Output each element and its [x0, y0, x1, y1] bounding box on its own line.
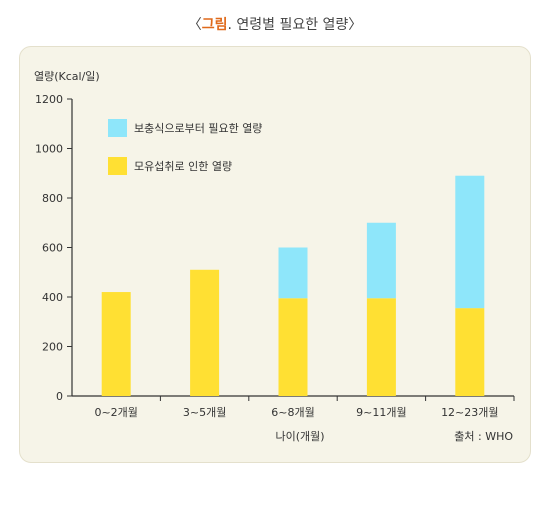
y-tick-label: 1000	[35, 143, 63, 156]
bar-breastmilk	[101, 292, 131, 396]
bar-breastmilk	[366, 298, 396, 396]
legend-swatch	[108, 157, 127, 175]
bar-supplement	[366, 222, 396, 299]
x-tick-label: 9~11개월	[356, 406, 406, 419]
y-tick-label: 200	[42, 341, 63, 354]
title-tag: 그림	[201, 17, 228, 33]
title-open: 〈	[187, 17, 202, 33]
x-tick-label: 0~2개월	[94, 406, 137, 419]
bar-supplement	[278, 247, 308, 299]
x-tick-label: 12~23개월	[441, 406, 498, 419]
x-tick-label: 3~5개월	[183, 406, 226, 419]
title-text: . 연령별 필요한 열량〉	[227, 17, 363, 33]
y-tick-label: 1200	[35, 93, 63, 106]
legend-label: 모유섭취로 인한 열량	[134, 160, 232, 173]
y-tick-label: 400	[42, 291, 63, 304]
bar-breastmilk	[455, 308, 485, 396]
bar-breastmilk	[278, 298, 308, 396]
legend-label: 보충식으로부터 필요한 열량	[134, 122, 262, 135]
x-axis-label: 나이(개월)	[275, 430, 324, 443]
bar-breastmilk	[190, 269, 220, 396]
bar-supplement	[455, 175, 485, 309]
x-tick-label: 6~8개월	[271, 406, 314, 419]
y-tick-label: 800	[42, 192, 63, 205]
figure-title: 〈그림. 연령별 필요한 열량〉	[0, 14, 550, 34]
legend-swatch	[108, 119, 127, 137]
y-tick-label: 0	[56, 390, 63, 403]
y-tick-label: 600	[42, 242, 63, 255]
y-axis-label: 열량(Kcal/일)	[34, 69, 100, 83]
source-label: 출처 : WHO	[454, 430, 513, 443]
